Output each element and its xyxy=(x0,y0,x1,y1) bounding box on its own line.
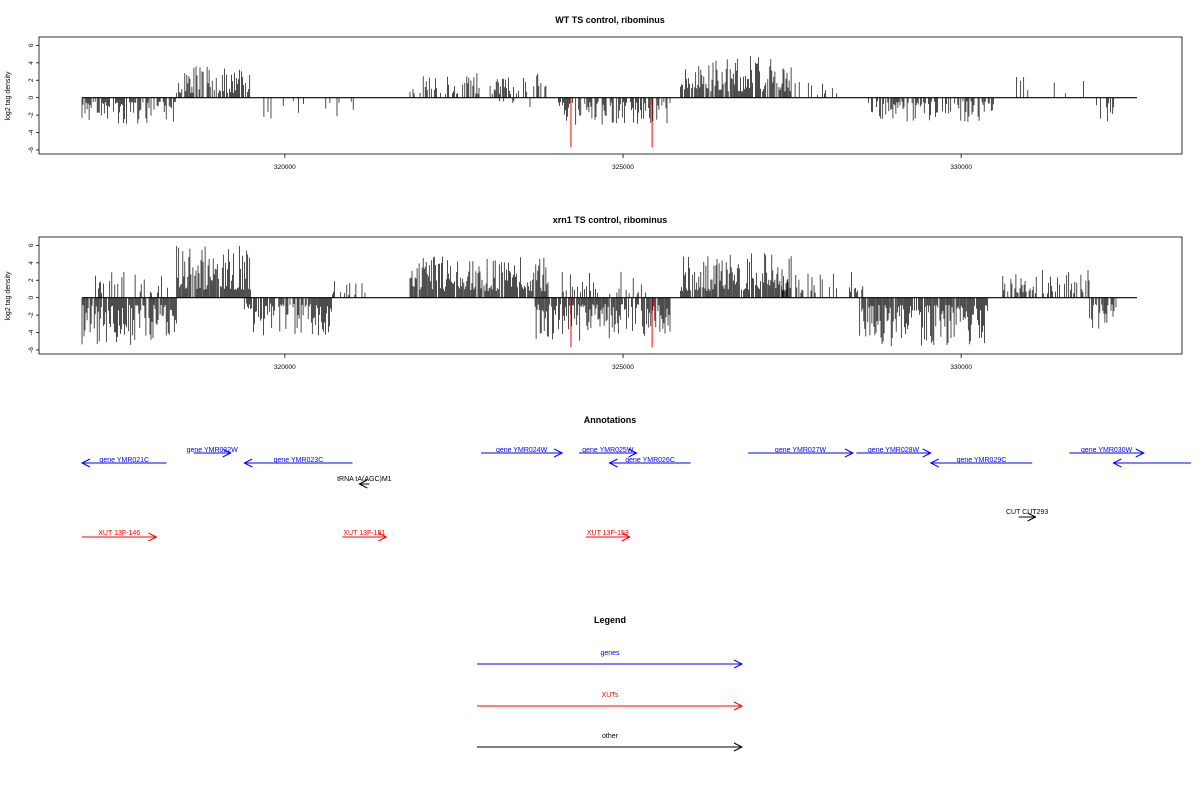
x-tick-label: 330000 xyxy=(950,364,972,371)
gene-label: gene YMR028W xyxy=(868,447,920,454)
arrowhead-icon xyxy=(608,458,618,468)
arrowhead-icon xyxy=(80,458,91,468)
xut-feature: XUT 13F-151 xyxy=(342,530,388,542)
y-axis-label: log2 tag density xyxy=(5,271,12,321)
other-feature: tRNA tA(AGC)M1 xyxy=(337,476,392,489)
y-tick-label: 2 xyxy=(28,278,35,282)
arrowhead-icon xyxy=(733,659,744,669)
arrowhead-icon xyxy=(243,458,253,468)
gene-feature: gene YMR023C xyxy=(243,457,353,468)
gene-label: gene YMR021C xyxy=(99,457,149,464)
other-feature: CUT CUT293 xyxy=(1006,509,1048,522)
arrowhead-icon xyxy=(1027,512,1037,522)
y-tick-label: -6 xyxy=(28,147,35,153)
x-axis: 320000 325000 330000 xyxy=(274,154,972,171)
gene-label: gene YMR030W xyxy=(1081,447,1133,454)
arrowhead-icon xyxy=(358,479,368,489)
y-tick-label: 4 xyxy=(28,61,35,65)
y-tick-label: -6 xyxy=(28,347,35,353)
xut-label: XUT 13F-146 xyxy=(98,530,140,537)
y-tick-label: -4 xyxy=(28,329,35,335)
arrowhead-icon xyxy=(222,448,232,458)
gene-feature: gene YMR028W xyxy=(856,447,932,458)
arrowhead-icon xyxy=(922,448,932,458)
other-label: CUT CUT293 xyxy=(1006,509,1048,516)
arrowhead-icon xyxy=(733,742,744,752)
legend-item: XUTs xyxy=(477,692,744,711)
x-tick-label: 325000 xyxy=(612,164,634,171)
gene-label: gene YMR022W xyxy=(187,447,239,454)
annotations-title: Annotations xyxy=(584,415,637,425)
x-tick-label: 330000 xyxy=(950,164,972,171)
arrowhead-icon xyxy=(148,532,158,542)
gene-feature xyxy=(1112,458,1192,468)
xrn1-density-panel: xrn1 TS control, ribominus log2 tag dens… xyxy=(5,215,1183,371)
gene-label: gene YMR023C xyxy=(274,457,324,464)
gene-feature: gene YMR021C xyxy=(80,457,167,468)
wt-density-panel: WT TS control, ribominus log2 tag densit… xyxy=(5,15,1183,171)
xut-feature: XUT 13F-153 xyxy=(585,530,631,542)
gene-label: gene YMR025W xyxy=(582,447,634,454)
gene-label: gene YMR024W xyxy=(496,447,548,454)
arrowhead-icon xyxy=(553,448,564,458)
arrowhead-icon xyxy=(378,532,388,542)
panel-title: WT TS control, ribominus xyxy=(555,15,665,25)
y-tick-label: -4 xyxy=(28,129,35,135)
arrowhead-icon xyxy=(929,458,939,468)
arrowhead-icon xyxy=(628,448,638,458)
density-bars xyxy=(81,56,1115,125)
legend-items: genes XUTs other xyxy=(477,650,744,752)
x-tick-label: 325000 xyxy=(612,364,634,371)
xut-label: XUT 13F-153 xyxy=(587,530,629,537)
legend-label: other xyxy=(602,733,619,740)
gene-label: gene YMR029C xyxy=(957,457,1007,464)
y-tick-label: 6 xyxy=(28,43,35,47)
y-tick-label: 0 xyxy=(28,95,35,99)
other-label: tRNA tA(AGC)M1 xyxy=(337,476,392,483)
gene-feature: gene YMR022W xyxy=(187,447,239,458)
gene-feature: gene YMR026C xyxy=(608,457,691,468)
panel-title: xrn1 TS control, ribominus xyxy=(553,215,668,225)
y-axis: 6 4 2 0 -2 -4 -6 xyxy=(28,243,39,353)
arrowhead-icon xyxy=(844,448,855,458)
y-tick-label: 2 xyxy=(28,78,35,82)
gene-feature: gene YMR030W xyxy=(1069,447,1145,458)
x-axis: 320000 325000 330000 xyxy=(274,354,972,371)
arrowhead-icon xyxy=(1135,448,1145,458)
gene-feature: gene YMR027W xyxy=(748,447,855,458)
gene-label: gene YMR026C xyxy=(625,457,675,464)
y-tick-label: -2 xyxy=(28,112,35,118)
y-axis-label: log2 tag density xyxy=(5,71,12,121)
gene-feature: gene YMR025W xyxy=(579,447,638,458)
plot-frame xyxy=(38,236,1183,355)
highlight-bars xyxy=(570,297,653,348)
legend-item: other xyxy=(477,733,744,752)
gene-label: gene YMR027W xyxy=(775,447,827,454)
legend-label: XUTs xyxy=(602,692,619,699)
legend: Legend genes XUTs other xyxy=(477,615,744,752)
y-tick-label: 4 xyxy=(28,261,35,265)
legend-label: genes xyxy=(600,650,620,657)
x-tick-label: 320000 xyxy=(274,164,296,171)
y-axis: 6 4 2 0 -2 -4 -6 xyxy=(28,43,39,153)
legend-title: Legend xyxy=(594,615,626,625)
y-tick-label: 0 xyxy=(28,295,35,299)
gene-feature: gene YMR029C xyxy=(929,457,1033,468)
arrowhead-icon xyxy=(621,532,631,542)
x-tick-label: 320000 xyxy=(274,364,296,371)
xut-feature: XUT 13F-146 xyxy=(82,530,158,542)
y-tick-label: 6 xyxy=(28,243,35,247)
gene-feature: gene YMR024W xyxy=(481,447,564,458)
density-bars xyxy=(81,246,1117,347)
annotation-features: gene YMR021C gene YMR022W gene YMR023C gene… xyxy=(80,447,1192,542)
arrowhead-icon xyxy=(733,701,744,711)
y-tick-label: -2 xyxy=(28,312,35,318)
arrowhead-icon xyxy=(1112,458,1122,468)
xut-label: XUT 13F-151 xyxy=(343,530,385,537)
highlight-bars xyxy=(570,97,653,148)
plot-frame xyxy=(38,36,1183,155)
legend-item: genes xyxy=(477,650,744,669)
